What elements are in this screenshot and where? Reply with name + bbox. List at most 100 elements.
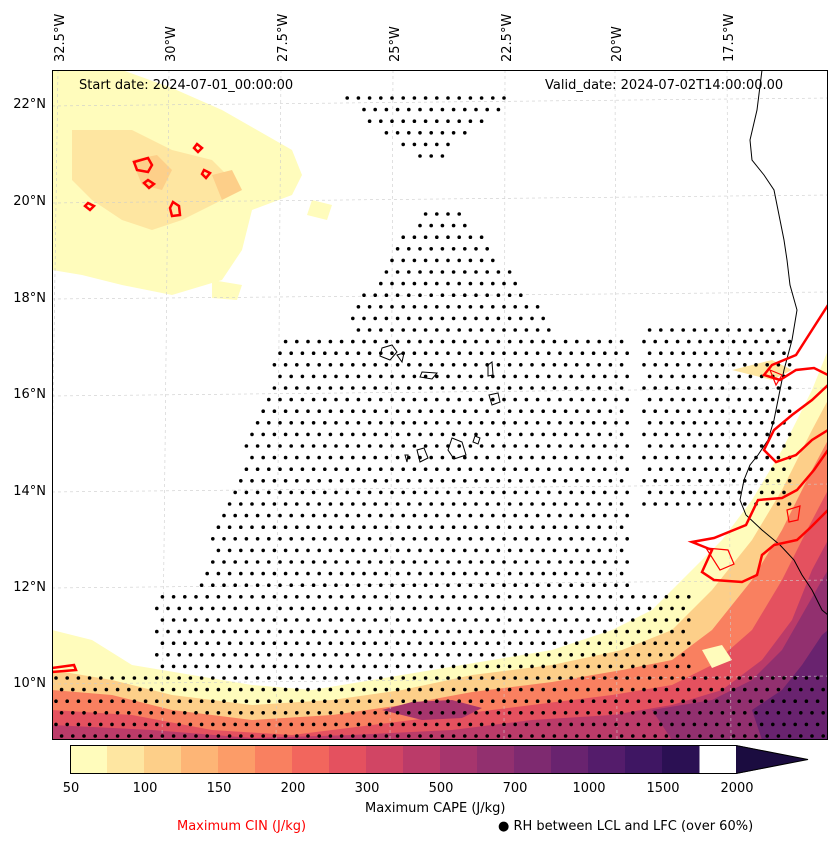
- rh-dot: [367, 629, 372, 634]
- rh-dot: [345, 374, 350, 379]
- rh-dot: [250, 734, 254, 738]
- rh-dot: [239, 525, 243, 529]
- rh-dot: [642, 455, 646, 460]
- rh-dot: [390, 606, 394, 611]
- rh-dot: [351, 363, 355, 367]
- rh-dot: [440, 107, 445, 112]
- rh-dot: [709, 502, 713, 506]
- rh-dot: [401, 119, 406, 123]
- rh-dot: [569, 444, 573, 448]
- rh-dot: [373, 339, 378, 344]
- rh-dot: [496, 455, 501, 460]
- rh-dot: [625, 444, 629, 448]
- rh-dot: [771, 722, 775, 727]
- rh-dot: [519, 455, 523, 460]
- rh-dot: [541, 734, 545, 738]
- rh-dot: [513, 699, 517, 703]
- rh-dot: [513, 560, 517, 564]
- rh-dot: [513, 305, 517, 309]
- colorbar-segment: [255, 745, 293, 774]
- rh-dot: [227, 711, 232, 715]
- rh-dot: [289, 676, 293, 680]
- rh-dot: [362, 664, 366, 669]
- rh-dot: [591, 513, 596, 518]
- rh-dot: [468, 490, 473, 495]
- rh-dot: [311, 676, 316, 680]
- rh-dot: [328, 571, 333, 576]
- rh-dot: [267, 397, 271, 402]
- rh-dot: [412, 258, 417, 263]
- rh-dot: [563, 664, 568, 669]
- rh-dot: [720, 386, 725, 390]
- rh-dot: [317, 664, 322, 669]
- colorbar-segment: [551, 745, 589, 774]
- rh-dot: [255, 513, 260, 518]
- rh-dot: [183, 711, 187, 715]
- rh-dot: [535, 653, 540, 657]
- rh-dot: [608, 734, 613, 738]
- rh-dot: [675, 687, 680, 692]
- rh-dot: [614, 676, 618, 680]
- colorbar-tick-label: 150: [206, 781, 232, 796]
- rh-dot: [625, 699, 629, 703]
- rh-dot: [586, 618, 590, 622]
- rh-dot: [720, 734, 725, 738]
- rh-dot: [496, 409, 501, 414]
- rh-dot: [317, 618, 322, 622]
- rh-dot: [306, 641, 310, 645]
- rh-dot: [440, 711, 445, 715]
- rh-dot: [351, 664, 355, 669]
- rh-dot: [731, 409, 736, 414]
- rh-dot: [362, 641, 366, 645]
- rh-dot: [591, 676, 596, 680]
- rh-dot: [619, 339, 624, 344]
- rh-dot: [283, 595, 288, 599]
- rh-dot: [765, 455, 769, 460]
- rh-dot: [698, 734, 702, 738]
- rh-dot: [603, 397, 607, 402]
- rh-dot: [166, 606, 170, 611]
- rh-dot: [160, 618, 165, 622]
- rh-dot: [166, 699, 170, 703]
- rh-dot: [547, 374, 551, 379]
- rh-dot: [547, 606, 551, 611]
- rh-dot: [272, 687, 277, 692]
- rh-dot: [345, 513, 350, 518]
- rh-dot: [603, 374, 607, 379]
- rh-dot: [664, 641, 669, 645]
- rh-dot: [759, 722, 764, 727]
- rh-dot: [659, 467, 663, 472]
- rh-dot: [647, 653, 652, 657]
- rh-dot: [485, 687, 490, 692]
- rh-dot: [698, 687, 702, 692]
- rh-dot: [423, 490, 428, 495]
- rh-dot: [614, 467, 618, 472]
- rh-dot: [519, 618, 523, 622]
- rh-dot: [267, 653, 271, 657]
- colorbar-segment: [218, 745, 256, 774]
- rh-dot: [681, 397, 685, 402]
- rh-dot: [513, 676, 517, 680]
- rh-dot: [418, 247, 422, 251]
- rh-dot: [367, 699, 372, 703]
- rh-dot: [407, 734, 411, 738]
- rh-dot: [440, 548, 445, 553]
- rh-dot: [255, 629, 260, 634]
- rh-dot: [502, 560, 506, 564]
- rh-dot: [463, 711, 467, 715]
- rh-dot: [558, 537, 562, 541]
- rh-dot: [373, 293, 378, 297]
- rh-dot: [334, 467, 338, 472]
- rh-dot: [479, 606, 484, 611]
- rh-dot: [463, 618, 467, 622]
- rh-dot: [328, 409, 333, 414]
- rh-dot: [463, 687, 467, 692]
- rh-dot: [267, 629, 271, 634]
- rh-dot: [412, 653, 417, 657]
- rh-dot: [401, 305, 406, 309]
- rh-dot: [435, 699, 439, 703]
- rh-dot: [384, 293, 389, 297]
- rh-dot: [776, 502, 781, 506]
- rh-dot: [586, 432, 590, 437]
- rh-dot: [457, 722, 462, 727]
